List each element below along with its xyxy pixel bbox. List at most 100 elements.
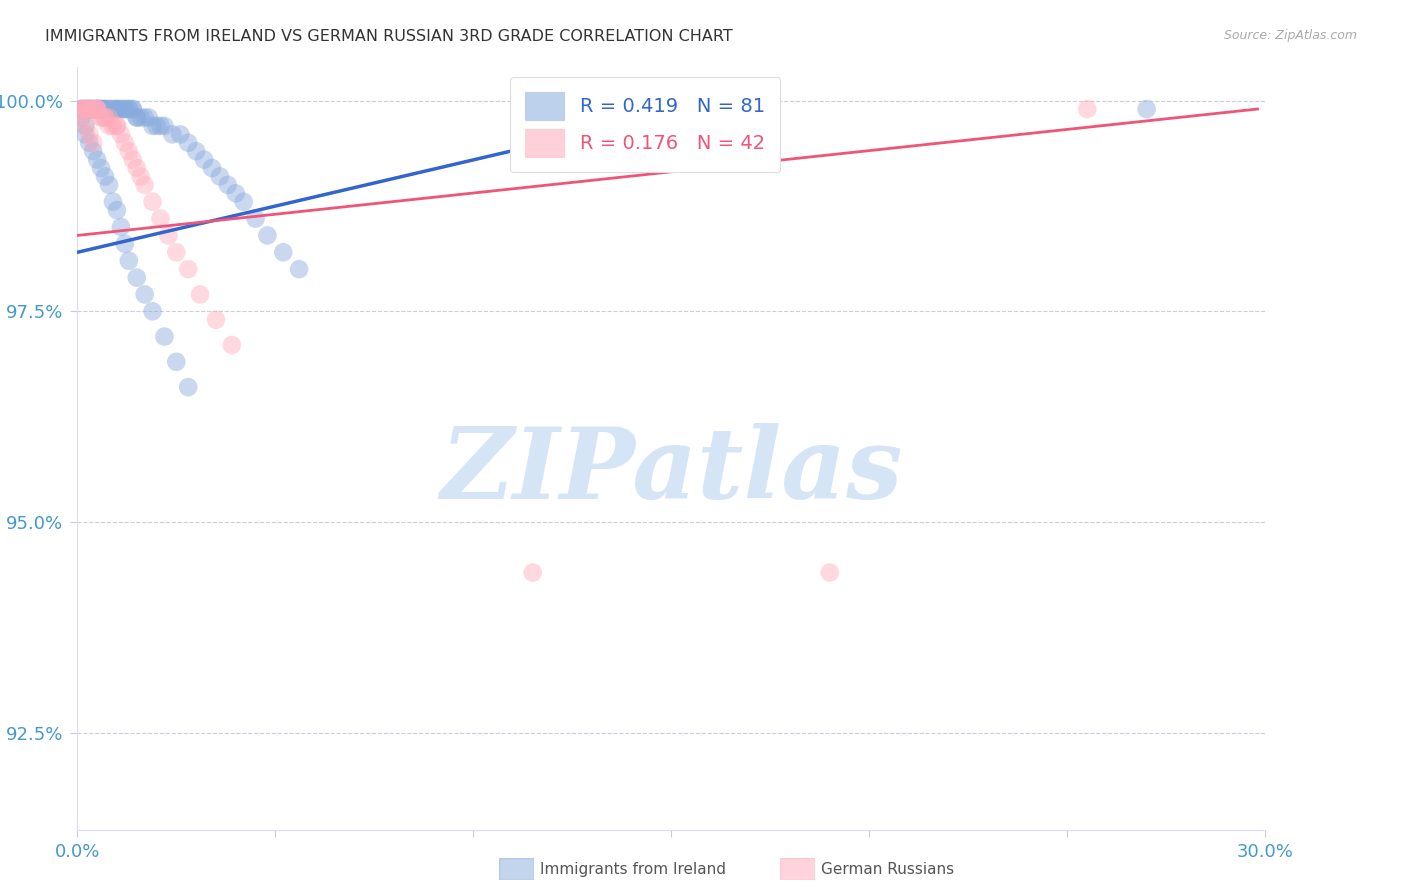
- Point: [98, 111, 121, 125]
- Point: [90, 102, 112, 116]
- Point: [105, 119, 128, 133]
- Point: [138, 111, 160, 125]
- Point: [121, 153, 143, 167]
- Point: [208, 169, 231, 184]
- Point: [105, 102, 128, 116]
- Point: [256, 228, 278, 243]
- Point: [70, 111, 93, 125]
- Point: [98, 178, 121, 192]
- Point: [90, 161, 112, 175]
- Point: [165, 355, 187, 369]
- Text: Immigrants from Ireland: Immigrants from Ireland: [540, 863, 725, 877]
- Point: [77, 102, 100, 116]
- Point: [75, 119, 97, 133]
- Point: [118, 102, 141, 116]
- Point: [125, 111, 148, 125]
- Point: [77, 102, 100, 116]
- Point: [94, 102, 117, 116]
- Point: [186, 144, 208, 158]
- Point: [153, 119, 176, 133]
- Point: [82, 102, 104, 116]
- Point: [86, 102, 108, 116]
- Point: [98, 119, 121, 133]
- Point: [105, 119, 128, 133]
- Point: [101, 119, 124, 133]
- Text: IMMIGRANTS FROM IRELAND VS GERMAN RUSSIAN 3RD GRADE CORRELATION CHART: IMMIGRANTS FROM IRELAND VS GERMAN RUSSIA…: [45, 29, 733, 44]
- Point: [121, 102, 143, 116]
- Point: [86, 102, 108, 116]
- Point: [205, 312, 228, 326]
- Point: [110, 102, 132, 116]
- Point: [82, 144, 104, 158]
- Point: [225, 186, 247, 201]
- Point: [118, 102, 141, 116]
- Point: [165, 245, 187, 260]
- Point: [82, 102, 104, 116]
- Point: [101, 194, 124, 209]
- Point: [129, 111, 152, 125]
- Point: [82, 102, 104, 116]
- Point: [1076, 102, 1098, 116]
- Point: [86, 102, 108, 116]
- Point: [118, 144, 141, 158]
- Point: [75, 102, 97, 116]
- Point: [142, 119, 165, 133]
- Point: [86, 102, 108, 116]
- Text: German Russians: German Russians: [821, 863, 955, 877]
- Point: [86, 102, 108, 116]
- Point: [177, 262, 200, 277]
- Point: [77, 102, 100, 116]
- Point: [232, 194, 254, 209]
- Point: [125, 270, 148, 285]
- Point: [94, 111, 117, 125]
- Point: [188, 287, 211, 301]
- Point: [221, 338, 243, 352]
- Point: [98, 102, 121, 116]
- Point: [193, 153, 215, 167]
- Point: [77, 102, 100, 116]
- Point: [142, 304, 165, 318]
- Point: [75, 102, 97, 116]
- Point: [75, 119, 97, 133]
- Point: [110, 220, 132, 235]
- Point: [75, 128, 97, 142]
- Point: [77, 102, 100, 116]
- Point: [105, 102, 128, 116]
- Point: [101, 102, 124, 116]
- Point: [134, 178, 156, 192]
- Point: [118, 253, 141, 268]
- Point: [77, 136, 100, 150]
- Point: [271, 245, 294, 260]
- Point: [142, 194, 165, 209]
- Text: Source: ZipAtlas.com: Source: ZipAtlas.com: [1223, 29, 1357, 42]
- Point: [70, 102, 93, 116]
- Point: [145, 119, 167, 133]
- Point: [94, 102, 117, 116]
- Point: [177, 136, 200, 150]
- Point: [217, 178, 239, 192]
- Point: [125, 111, 148, 125]
- Point: [105, 102, 128, 116]
- Point: [110, 102, 132, 116]
- Point: [98, 102, 121, 116]
- Point: [101, 102, 124, 116]
- Point: [75, 102, 97, 116]
- Point: [70, 102, 93, 116]
- Point: [114, 102, 136, 116]
- Point: [134, 287, 156, 301]
- Point: [94, 102, 117, 116]
- Point: [82, 102, 104, 116]
- Point: [149, 119, 172, 133]
- Point: [522, 566, 544, 580]
- Point: [94, 169, 117, 184]
- Point: [157, 228, 180, 243]
- Point: [177, 380, 200, 394]
- Point: [125, 161, 148, 175]
- Point: [818, 566, 841, 580]
- Point: [110, 128, 132, 142]
- Point: [82, 102, 104, 116]
- Point: [169, 128, 191, 142]
- Point: [90, 111, 112, 125]
- Point: [90, 102, 112, 116]
- Point: [105, 203, 128, 218]
